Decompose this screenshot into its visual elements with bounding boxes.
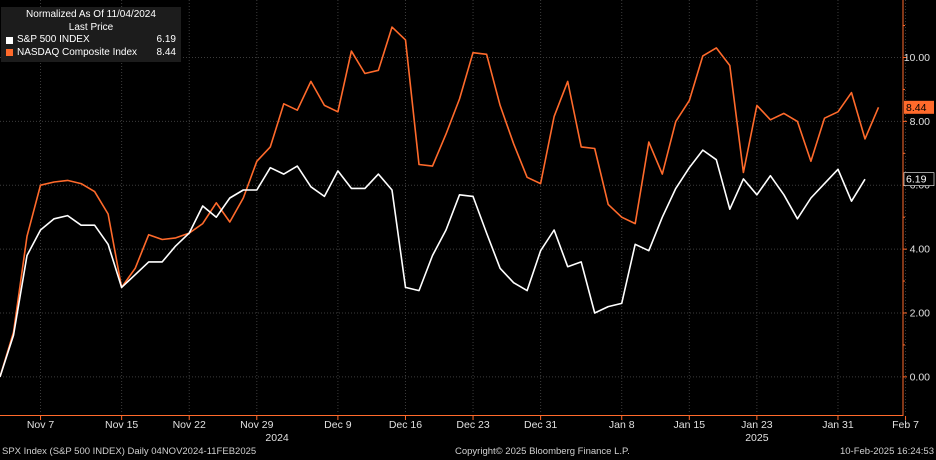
legend-item-spx: S&P 500 INDEX 6.19: [6, 34, 176, 47]
legend-title: Normalized As Of 11/04/2024: [26, 9, 156, 20]
footer-timestamp: 10-Feb-2025 16:24:53: [839, 446, 934, 457]
chart-legend: Normalized As Of 11/04/2024 Last Price S…: [1, 7, 181, 62]
x-tick-label: Nov 22: [173, 419, 206, 431]
last-price-label-nasdaq: 8.44: [906, 102, 927, 114]
footer-security-info: SPX Index (S&P 500 INDEX) Daily 04NOV202…: [2, 446, 257, 457]
x-axis-ticks: Nov 7 Nov 15 Nov 22 Nov 29 Dec 9 Dec 16 Dec 23…: [27, 416, 919, 444]
legend-swatch-nasdaq: [6, 49, 13, 57]
x-tick-label: Dec 9: [324, 419, 352, 431]
y-tick-label: 4.00: [910, 244, 931, 256]
last-price-label-spx: 6.19: [906, 174, 927, 186]
y-tick-label: 2.00: [910, 307, 931, 319]
x-year-label: 2025: [745, 432, 769, 444]
series-line-spx: [0, 149, 866, 378]
legend-item-nasdaq: NASDAQ Composite Index 8.44: [6, 47, 176, 60]
legend-swatch-spx: [6, 36, 13, 44]
x-tick-label: Jan 15: [674, 419, 706, 431]
last-price-tag-nasdaq: [904, 100, 934, 114]
last-price-tag-spx: [903, 172, 935, 186]
x-tick-label: Nov 7: [27, 419, 55, 431]
legend-name-spx: S&P 500 INDEX: [17, 34, 90, 45]
series-line-nasdaq: [0, 26, 880, 378]
legend-value-nasdaq: 8.44: [156, 46, 176, 58]
y-tick-label: 8.00: [910, 116, 931, 128]
x-tick-label: Jan 8: [609, 419, 635, 431]
x-tick-label: Nov 29: [240, 419, 273, 431]
legend-value-spx: 6.19: [156, 34, 176, 45]
x-tick-label: Dec 31: [524, 419, 557, 431]
y-tick-label: 10.00: [904, 52, 930, 64]
x-year-label: 2024: [265, 432, 289, 444]
footer-bar: SPX Index (S&P 500 INDEX) Daily 04NOV202…: [0, 444, 936, 460]
x-tick-label: Jan 23: [741, 419, 773, 431]
x-tick-label: Jan 31: [822, 419, 854, 431]
legend-subtitle: Last Price: [68, 21, 114, 33]
last-price-tags: 6.19 8.44: [903, 100, 935, 186]
y-tick-label: 0.00: [910, 371, 931, 383]
x-tick-label: Feb 7: [892, 419, 919, 431]
x-tick-label: Dec 23: [456, 419, 489, 431]
plot-background: [0, 0, 903, 414]
footer-copyright: Copyright© 2025 Bloomberg Finance L.P.: [455, 446, 630, 457]
x-tick-label: Dec 16: [389, 419, 422, 431]
series-lines: [0, 26, 880, 378]
x-tick-label: Nov 15: [105, 419, 138, 431]
legend-name-nasdaq: NASDAQ Composite Index: [17, 46, 138, 58]
